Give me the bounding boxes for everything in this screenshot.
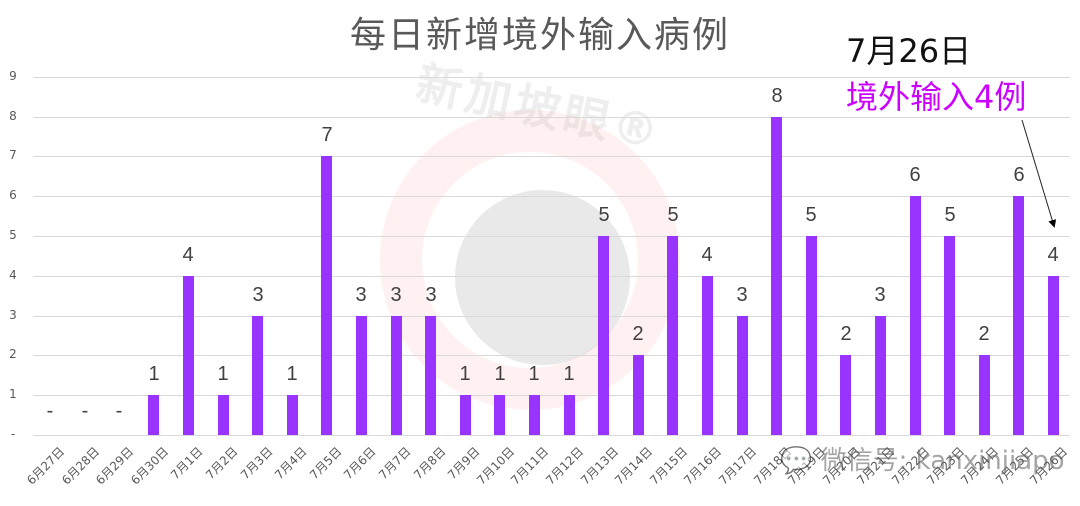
gridline (33, 316, 1070, 317)
y-tick-label: 7 (9, 148, 17, 162)
bar (910, 196, 921, 435)
data-label: 5 (805, 204, 817, 226)
data-label: 5 (667, 204, 679, 226)
gridline (33, 77, 1070, 78)
gridline (33, 156, 1070, 157)
bar (875, 316, 886, 435)
annotation-text: 境外输入4例 (846, 78, 1027, 116)
bar (321, 156, 332, 435)
wechat-icon: 💬 (780, 446, 813, 476)
data-label: 2 (840, 323, 852, 345)
data-label: 7 (321, 124, 333, 146)
data-label: 6 (909, 164, 921, 186)
y-tick-label: 9 (9, 69, 17, 83)
data-label: 1 (459, 363, 471, 385)
data-label: - (81, 400, 89, 422)
data-label: 1 (563, 363, 575, 385)
y-tick-label: 3 (9, 308, 17, 322)
data-label: - (115, 400, 123, 422)
bar (252, 316, 263, 435)
data-label: 1 (528, 363, 540, 385)
bar (148, 395, 159, 435)
bar (529, 395, 540, 435)
bar (979, 355, 990, 435)
data-label: 2 (978, 323, 990, 345)
data-label: 4 (1047, 244, 1059, 266)
data-label: - (46, 400, 54, 422)
bar (702, 276, 713, 435)
data-label: 3 (874, 284, 886, 306)
bar (564, 395, 575, 435)
data-label: 8 (771, 85, 783, 107)
bar (460, 395, 471, 435)
data-label: 3 (425, 284, 437, 306)
data-label: 4 (701, 244, 713, 266)
data-label: 1 (286, 363, 298, 385)
data-label: 4 (182, 244, 194, 266)
chart-title-text: 每日新增境外输入病例 (349, 15, 730, 56)
data-label: 5 (598, 204, 610, 226)
wechat-id: 微信号: kanxinjiapo (820, 446, 1065, 476)
data-label: 1 (217, 363, 229, 385)
bar (598, 236, 609, 435)
gridline (33, 395, 1070, 396)
bar (391, 316, 402, 435)
data-label: 5 (944, 204, 956, 226)
bar (737, 316, 748, 435)
gridline (33, 435, 1070, 436)
bar (356, 316, 367, 435)
y-tick-label: - (10, 427, 16, 441)
gridline (33, 196, 1070, 197)
bar (840, 355, 851, 435)
bar (771, 117, 782, 435)
data-label: 1 (494, 363, 506, 385)
bar (667, 236, 678, 435)
gridline (33, 236, 1070, 237)
data-label: 3 (355, 284, 367, 306)
bar (806, 236, 817, 435)
bar (183, 276, 194, 435)
data-label: 3 (736, 284, 748, 306)
y-tick-label: 8 (9, 109, 17, 123)
chart-title: 每日新增境外输入病例 (0, 6, 1080, 58)
gridline (33, 276, 1070, 277)
gridline (33, 117, 1070, 118)
data-label: 3 (390, 284, 402, 306)
annotation-date: 7月26日 (846, 32, 972, 70)
data-label: 1 (148, 363, 160, 385)
gridline (33, 355, 1070, 356)
y-tick-label: 5 (9, 228, 17, 242)
bar (218, 395, 229, 435)
y-tick-label: 4 (9, 268, 17, 282)
bar (494, 395, 505, 435)
data-label: 2 (632, 323, 644, 345)
data-label: 3 (252, 284, 264, 306)
y-tick-label: 6 (9, 188, 17, 202)
bar (425, 316, 436, 435)
bar (944, 236, 955, 435)
wechat-watermark: 💬 微信号: kanxinjiapo (780, 440, 1065, 477)
bar (633, 355, 644, 435)
bar (287, 395, 298, 435)
data-label: 6 (1013, 164, 1025, 186)
bar (1013, 196, 1024, 435)
y-tick-label: 1 (9, 387, 17, 401)
bar (1048, 276, 1059, 435)
y-tick-label: 2 (9, 347, 17, 361)
